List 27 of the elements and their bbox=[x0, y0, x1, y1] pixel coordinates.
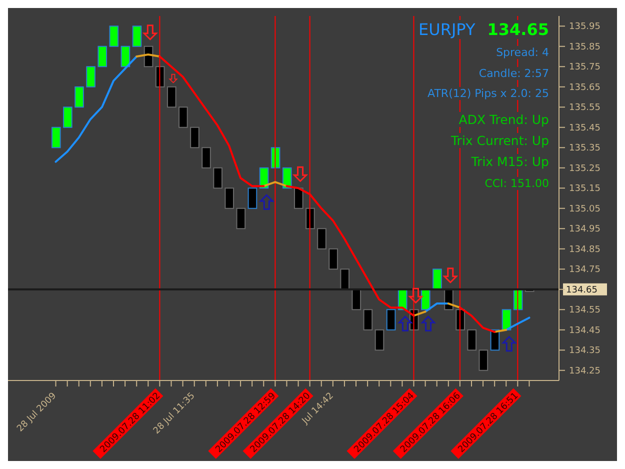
y-tick-label: 135.55 bbox=[569, 103, 600, 114]
y-tick-label: 135.45 bbox=[569, 123, 600, 134]
y-tick-label: 134.45 bbox=[569, 326, 600, 336]
annotation: ATR(12) Pips x 2.0: 25 bbox=[426, 87, 551, 100]
annotation: CCI: 151.00 bbox=[482, 176, 551, 190]
y-tick-label: 134.25 bbox=[569, 366, 600, 376]
y-tick-label: 134.55 bbox=[569, 306, 600, 316]
annotation: Spread: 4 bbox=[494, 46, 551, 59]
y-tick-label: 135.95 bbox=[569, 22, 600, 32]
y-tick-label: 134.75 bbox=[569, 265, 600, 276]
annotation: 134.65 bbox=[485, 20, 551, 39]
y-tick-label: 135.15 bbox=[569, 184, 600, 194]
y-tick-label: 135.85 bbox=[569, 42, 600, 52]
y-tick-label: 135.65 bbox=[569, 82, 600, 93]
annotation: Candle: 2:57 bbox=[476, 66, 551, 80]
y-tick-label: 135.75 bbox=[569, 62, 600, 73]
y-tick-label: 134.85 bbox=[569, 244, 600, 255]
annotation: Trix M15: Up bbox=[469, 154, 551, 169]
y-tick-label: 134.95 bbox=[569, 224, 600, 235]
annotation: EURJPY bbox=[416, 20, 478, 39]
y-tick-label: 134.35 bbox=[569, 346, 600, 356]
y-tick-label: 135.25 bbox=[569, 164, 600, 174]
annotation: Trix Current: Up bbox=[449, 132, 551, 148]
ref-line-label: 134.65 bbox=[566, 285, 598, 296]
y-tick-label: 135.05 bbox=[569, 204, 600, 214]
annotation: ADX Trend: Up bbox=[456, 112, 551, 128]
y-tick-label: 135.35 bbox=[569, 144, 600, 154]
